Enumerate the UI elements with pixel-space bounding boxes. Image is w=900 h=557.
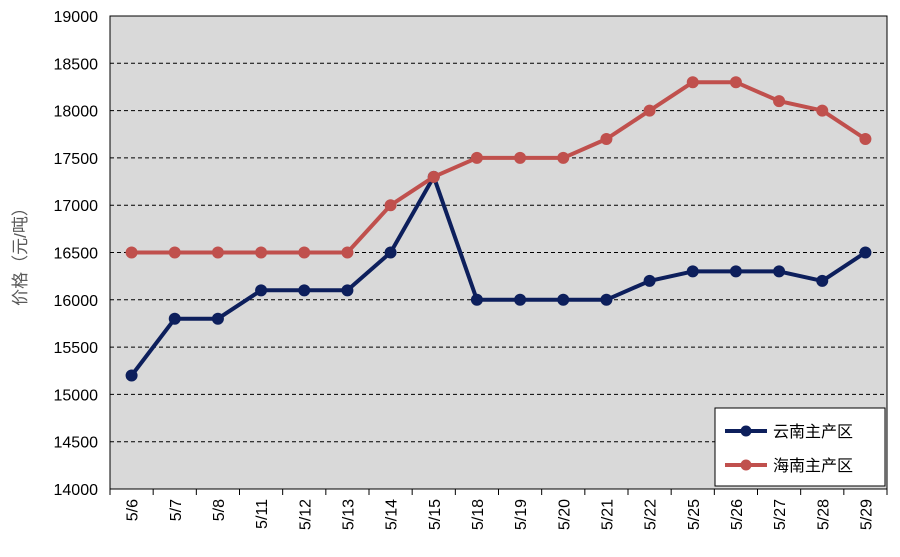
legend-label: 云南主产区 — [773, 423, 853, 441]
data-point — [169, 247, 180, 258]
x-tick-label: 5/19 — [513, 499, 530, 530]
data-point — [558, 294, 569, 305]
x-tick-label: 5/26 — [729, 499, 746, 530]
x-tick-label: 5/20 — [556, 499, 573, 530]
data-point — [212, 247, 223, 258]
data-point — [126, 247, 137, 258]
data-point — [644, 105, 655, 116]
y-tick-label: 16000 — [54, 293, 99, 310]
data-point — [515, 294, 526, 305]
y-tick-label: 19000 — [54, 9, 99, 26]
y-tick-label: 15500 — [54, 340, 99, 357]
data-point — [558, 152, 569, 163]
data-point — [774, 96, 785, 107]
data-point — [860, 247, 871, 258]
x-tick-label: 5/29 — [858, 499, 875, 530]
data-point — [471, 152, 482, 163]
data-point — [256, 285, 267, 296]
y-tick-label: 14000 — [54, 482, 99, 499]
data-point — [644, 275, 655, 286]
data-point — [428, 171, 439, 182]
x-tick-label: 5/22 — [643, 499, 660, 530]
data-point — [212, 313, 223, 324]
data-point — [385, 200, 396, 211]
x-tick-label: 5/13 — [340, 499, 357, 530]
data-point — [256, 247, 267, 258]
data-point — [774, 266, 785, 277]
legend-marker — [741, 460, 752, 471]
data-point — [730, 77, 741, 88]
data-point — [126, 370, 137, 381]
data-point — [687, 77, 698, 88]
x-tick-label: 5/11 — [254, 499, 271, 529]
y-tick-label: 16500 — [54, 246, 99, 263]
x-tick-label: 5/14 — [384, 499, 401, 530]
x-tick-label: 5/21 — [599, 499, 616, 530]
x-tick-label: 5/7 — [168, 499, 185, 521]
data-point — [471, 294, 482, 305]
legend-label: 海南主产区 — [773, 457, 853, 475]
data-point — [342, 285, 353, 296]
data-point — [817, 105, 828, 116]
data-point — [385, 247, 396, 258]
x-tick-label: 5/28 — [815, 499, 832, 530]
data-point — [601, 133, 612, 144]
y-tick-label: 18500 — [54, 56, 99, 73]
data-point — [169, 313, 180, 324]
y-tick-label: 15000 — [54, 387, 99, 404]
legend-marker — [741, 426, 752, 437]
data-point — [601, 294, 612, 305]
data-point — [515, 152, 526, 163]
data-point — [730, 266, 741, 277]
y-tick-label: 17000 — [54, 198, 99, 215]
data-point — [687, 266, 698, 277]
y-tick-label: 18000 — [54, 104, 99, 121]
data-point — [860, 133, 871, 144]
x-tick-label: 5/6 — [125, 499, 142, 521]
x-tick-label: 5/8 — [211, 499, 228, 521]
y-tick-label: 14500 — [54, 435, 99, 452]
y-tick-label: 17500 — [54, 151, 99, 168]
data-point — [342, 247, 353, 258]
x-tick-label: 5/27 — [772, 499, 789, 530]
y-axis-title: 价格（元/吨） — [11, 199, 30, 306]
data-point — [817, 275, 828, 286]
data-point — [299, 285, 310, 296]
x-tick-label: 5/12 — [297, 499, 314, 530]
x-tick-label: 5/15 — [427, 499, 444, 530]
x-tick-label: 5/25 — [686, 499, 703, 530]
data-point — [299, 247, 310, 258]
x-tick-label: 5/18 — [470, 499, 487, 530]
